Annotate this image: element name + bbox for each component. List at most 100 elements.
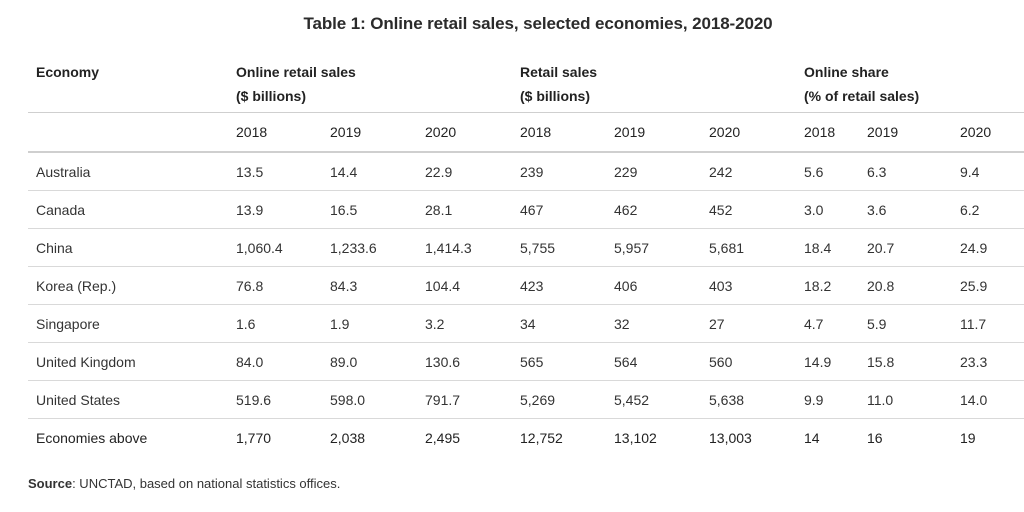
table-cell: 1,414.3 — [417, 228, 512, 267]
economy-header: Economy — [36, 64, 100, 80]
table-cell: 598.0 — [322, 380, 417, 419]
table-cell: 18.4 — [796, 228, 859, 267]
table-cell: 5,957 — [606, 228, 701, 267]
table-cell: 9.9 — [796, 380, 859, 419]
unit-online-retail: ($ billions) — [236, 88, 306, 104]
table-cell: 3.6 — [859, 190, 952, 229]
table-cell: 14.9 — [796, 342, 859, 381]
table-cell: 130.6 — [417, 342, 512, 381]
total-label: Economies above — [36, 429, 148, 446]
table-cell: 32 — [606, 304, 701, 343]
table-cell: 11.7 — [952, 304, 1024, 343]
table-row: Singapore 1.6 1.9 3.2 34 32 27 4.7 5.9 11.7 — [28, 304, 1024, 343]
table-row: Australia 13.5 14.4 22.9 239 229 242 5.6 6.3 9.4 — [28, 152, 1024, 191]
table-cell: 5,452 — [606, 380, 701, 419]
table-cell: 423 — [512, 266, 606, 305]
table-cell: 519.6 — [228, 380, 322, 419]
table-row: Canada 13.9 16.5 28.1 467 462 452 3.0 3.6 6.2 — [28, 190, 1024, 229]
table-cell: 1,060.4 — [228, 228, 322, 267]
table-cell: 2,495 — [425, 429, 461, 446]
table-cell: 24.9 — [952, 228, 1024, 267]
economy-cell: Australia — [28, 152, 228, 191]
table-cell: 5,638 — [701, 380, 796, 419]
table-cell: 5,681 — [701, 228, 796, 267]
year-header: 2020 — [952, 112, 1024, 153]
table-cell: 34 — [512, 304, 606, 343]
table-title: Table 1: Online retail sales, selected e… — [303, 14, 773, 33]
table-cell: 1.9 — [322, 304, 417, 343]
economy-cell: Singapore — [28, 304, 228, 343]
year-header: 2018 — [228, 112, 322, 153]
table-row: United Kingdom 84.0 89.0 130.6 565 564 560 14.9… — [28, 342, 1024, 381]
table-cell: 1,233.6 — [322, 228, 417, 267]
group-header-retail: Retail sales — [520, 64, 598, 80]
source-note: Source: UNCTAD, based on national statis… — [28, 476, 340, 491]
table-cell: 18.2 — [796, 266, 859, 305]
table-cell: 14.4 — [322, 152, 417, 191]
table-cell: 6.2 — [952, 190, 1024, 229]
economy-cell: China — [28, 228, 228, 267]
total-row: Economies above 1,770 2,038 2,495 12,752… — [28, 419, 1024, 457]
table-cell: 104.4 — [417, 266, 512, 305]
table-cell: 76.8 — [228, 266, 322, 305]
table-cell: 3.0 — [796, 190, 859, 229]
table-cell: 89.0 — [322, 342, 417, 381]
table-cell: 20.8 — [859, 266, 952, 305]
table-cell: 16 — [867, 429, 883, 446]
table-cell: 13,003 — [709, 429, 752, 446]
economy-cell: United States — [28, 380, 228, 419]
economy-cell: Canada — [28, 190, 228, 229]
table-cell: 12,752 — [520, 429, 563, 446]
header-row-units: ($ billions) ($ billions) (% of retail s… — [28, 80, 1024, 113]
table-cell: 565 — [512, 342, 606, 381]
table-cell: 406 — [606, 266, 701, 305]
table-row: China 1,060.4 1,233.6 1,414.3 5,755 5,957 5,68… — [28, 228, 1024, 267]
table-cell: 403 — [701, 266, 796, 305]
table-cell: 239 — [512, 152, 606, 191]
table-cell: 23.3 — [952, 342, 1024, 381]
year-header: 2018 — [796, 112, 859, 153]
unit-online-share: (% of retail sales) — [804, 88, 920, 104]
table-cell: 16.5 — [322, 190, 417, 229]
table-cell: 5,269 — [512, 380, 606, 419]
year-header: 2019 — [859, 112, 952, 153]
table-cell: 3.2 — [417, 304, 512, 343]
table-cell: 13.9 — [228, 190, 322, 229]
year-header: 2019 — [606, 112, 701, 153]
header-row-groups: Economy Online retail sales Retail sales… — [28, 48, 1024, 80]
source-text: : UNCTAD, based on national statistics o… — [72, 476, 341, 491]
table-cell: 84.0 — [228, 342, 322, 381]
table-cell: 5.9 — [859, 304, 952, 343]
table-cell: 19 — [960, 429, 976, 446]
table-cell: 242 — [701, 152, 796, 191]
table-cell: 4.7 — [796, 304, 859, 343]
table-cell: 2,038 — [330, 429, 366, 446]
table-cell: 14 — [804, 429, 820, 446]
table-cell: 564 — [606, 342, 701, 381]
source-label: Source — [28, 476, 73, 491]
table-row: Korea (Rep.) 76.8 84.3 104.4 423 406 403 18.2 20… — [28, 266, 1024, 305]
economy-cell: United Kingdom — [28, 342, 228, 381]
table-cell: 13,102 — [614, 429, 657, 446]
table-cell: 5.6 — [796, 152, 859, 191]
table-cell: 6.3 — [859, 152, 952, 191]
table-cell: 5,755 — [512, 228, 606, 267]
table-cell: 22.9 — [417, 152, 512, 191]
retail-sales-table: Economy Online retail sales Retail sales… — [28, 48, 1024, 456]
table-row: United States 519.6 598.0 791.7 5,269 5,452 5,… — [28, 380, 1024, 419]
group-header-online-share: Online share — [804, 64, 889, 80]
table-cell: 11.0 — [859, 380, 952, 419]
table-cell: 791.7 — [417, 380, 512, 419]
table-cell: 462 — [606, 190, 701, 229]
table-cell: 15.8 — [859, 342, 952, 381]
unit-retail: ($ billions) — [520, 88, 590, 104]
table-cell: 27 — [701, 304, 796, 343]
year-header: 2019 — [322, 112, 417, 153]
table-cell: 9.4 — [952, 152, 1024, 191]
table-cell: 28.1 — [417, 190, 512, 229]
table-cell: 13.5 — [228, 152, 322, 191]
table-cell: 1,770 — [236, 429, 272, 446]
table-cell: 25.9 — [952, 266, 1024, 305]
economy-cell: Korea (Rep.) — [28, 266, 228, 305]
group-header-online-retail: Online retail sales — [236, 64, 356, 80]
